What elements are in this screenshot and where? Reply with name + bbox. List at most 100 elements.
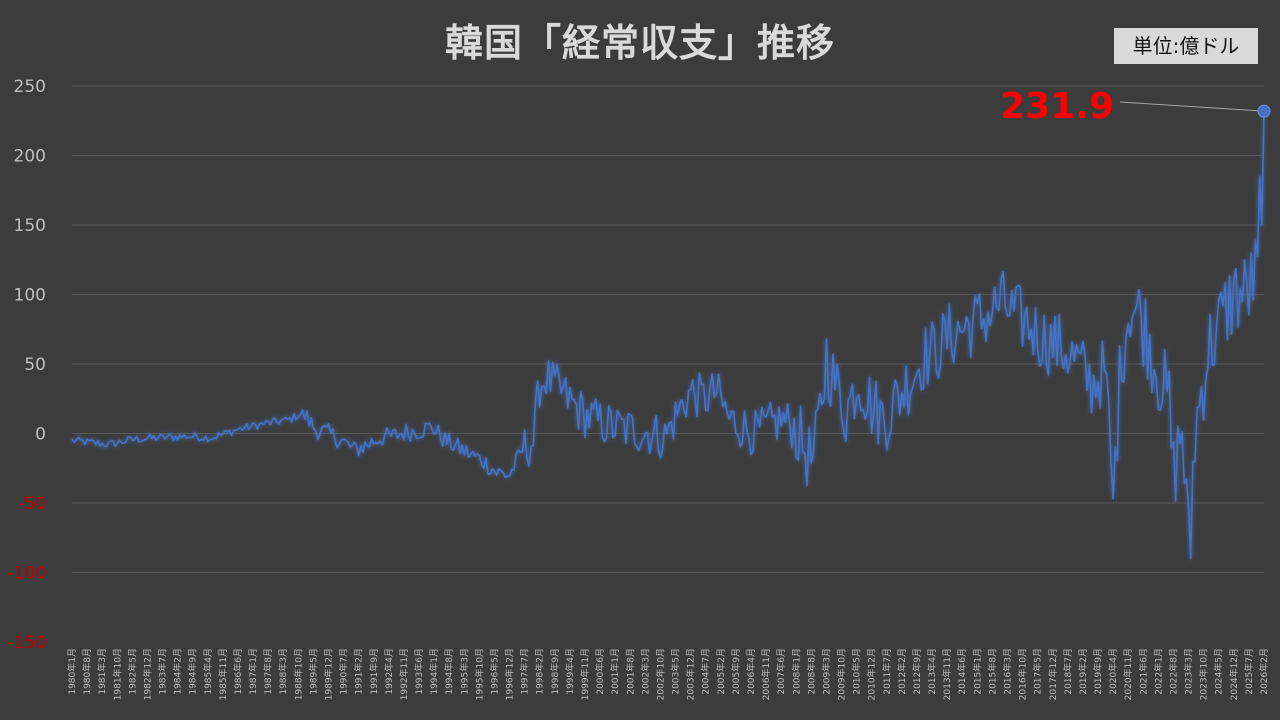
x-tick-label: 2021年6月 [1137,648,1149,695]
x-tick-label: 2013年4月 [926,648,938,695]
x-tick-label: 1996年5月 [489,648,501,695]
x-tick-label: 2016年10月 [1017,648,1029,700]
y-tick-label: 250 [14,77,46,97]
y-tick-label: -100 [7,564,46,584]
x-axis: 1980年1月 1980年8月 1981年3月 1981年10月 1982年5月 1982… [66,648,1270,700]
gridlines [72,85,1264,573]
x-tick-label: 2008年1月 [790,648,802,695]
x-tick-label: 2019年9月 [1092,648,1104,695]
x-tick-label: 1982年5月 [126,648,138,695]
x-tick-label: 2012年2月 [896,648,908,695]
series-line [71,111,1265,560]
x-tick-label: 1988年3月 [277,648,289,695]
x-tick-label: 1995年10月 [473,648,485,700]
x-tick-label: 2008年8月 [805,648,817,695]
x-tick-label: 1984年2月 [172,648,184,695]
x-tick-label: 1988年10月 [292,648,304,700]
x-tick-label: 1989年12月 [323,648,335,700]
x-tick-label: 2024年5月 [1213,648,1225,695]
x-tick-label: 2020年4月 [1107,648,1119,695]
x-tick-label: 1989年5月 [307,648,319,695]
x-tick-label: 1995年3月 [458,648,470,695]
x-tick-label: 1985年11月 [217,648,229,700]
x-tick-label: 2024年12月 [1228,648,1240,700]
x-tick-label: 1999年11月 [579,648,591,700]
y-tick-label: -50 [18,494,46,514]
x-tick-label: 2005年2月 [715,648,727,695]
x-tick-label: 1983年7月 [157,648,169,695]
y-tick-label: 200 [14,147,46,167]
latest-value-annotation: 231.9 [1000,86,1271,127]
x-tick-label: 1991年9月 [368,648,380,695]
x-tick-label: 2022年1月 [1152,648,1164,695]
x-tick-label: 2023年3月 [1183,648,1195,695]
x-tick-label: 2018年7月 [1062,648,1074,695]
x-tick-label: 1984年9月 [187,648,199,695]
latest-point [1257,104,1271,118]
x-tick-label: 2014年6月 [956,648,968,695]
y-tick-label: 50 [24,355,46,375]
x-tick-label: 1990年7月 [338,648,350,695]
x-tick-label: 2003年12月 [685,648,697,700]
x-tick-label: 2017年12月 [1047,648,1059,700]
callout-leader [1119,101,1265,112]
chart-title: 韓国「経常収支」推移 [444,21,835,65]
x-tick-label: 2013年11月 [941,648,953,700]
x-tick-label: 1998年9月 [549,648,561,695]
y-tick-label: 0 [35,425,46,445]
x-tick-label: 1986年6月 [232,648,244,695]
x-tick-label: 2026年2月 [1258,648,1270,695]
x-tick-label: 2002年3月 [639,648,651,695]
x-tick-label: 2015年1月 [971,648,983,695]
x-tick-label: 1996年12月 [504,648,516,700]
x-tick-label: 2017年5月 [1032,648,1044,695]
x-tick-label: 2015年8月 [986,648,998,695]
x-tick-label: 2007年6月 [775,648,787,695]
x-tick-label: 2005年9月 [730,648,742,695]
x-tick-label: 2023年10月 [1198,648,1210,700]
x-tick-label: 2004年7月 [700,648,712,695]
x-tick-label: 2009年10月 [836,648,848,700]
x-tick-label: 1997年7月 [519,648,531,695]
x-tick-label: 2020年11月 [1122,648,1134,700]
x-tick-label: 2019年2月 [1077,648,1089,695]
x-tick-label: 2001年1月 [609,648,621,695]
x-tick-label: 1980年1月 [66,648,78,695]
x-tick-label: 1982年12月 [141,648,153,700]
y-axis: 250 200 150 100 50 0 -50 -100 -150 [7,77,46,653]
x-tick-label: 1994年8月 [443,648,455,695]
x-tick-label: 2001年8月 [624,648,636,695]
x-tick-label: 2016年3月 [1002,648,1014,695]
x-tick-label: 1993年6月 [413,648,425,695]
x-tick-label: 2006年4月 [745,648,757,695]
x-tick-label: 1991年2月 [353,648,365,695]
x-tick-label: 1994年1月 [428,648,440,695]
x-tick-label: 1998年2月 [534,648,546,695]
x-tick-label: 2000年6月 [594,648,606,695]
series-current-account [71,111,1265,560]
x-tick-label: 1987年8月 [262,648,274,695]
unit-label: 単位:億ドル [1114,28,1258,64]
x-tick-label: 2006年11月 [760,648,772,700]
x-tick-label: 1999年4月 [564,648,576,695]
x-tick-label: 2010年12月 [866,648,878,700]
x-tick-label: 2011年7月 [881,648,893,695]
x-tick-label: 2012年9月 [911,648,923,695]
x-tick-label: 1992年11月 [398,648,410,700]
x-tick-label: 2003年5月 [670,648,682,695]
x-tick-label: 2022年8月 [1168,648,1180,695]
y-tick-label: 150 [14,216,46,236]
x-tick-label: 2002年10月 [655,648,667,700]
x-tick-label: 1985年4月 [202,648,214,695]
y-tick-label: 100 [14,286,46,306]
x-tick-label: 2009年3月 [820,648,832,695]
x-tick-label: 1980年8月 [81,648,93,695]
y-tick-label: -150 [7,633,46,653]
x-tick-label: 1981年10月 [111,648,123,700]
data-label-latest: 231.9 [1000,86,1114,127]
x-tick-label: 1992年4月 [383,648,395,695]
x-tick-label: 2025年7月 [1243,648,1255,695]
x-tick-label: 2010年5月 [851,648,863,695]
x-tick-label: 1987年1月 [247,648,259,695]
